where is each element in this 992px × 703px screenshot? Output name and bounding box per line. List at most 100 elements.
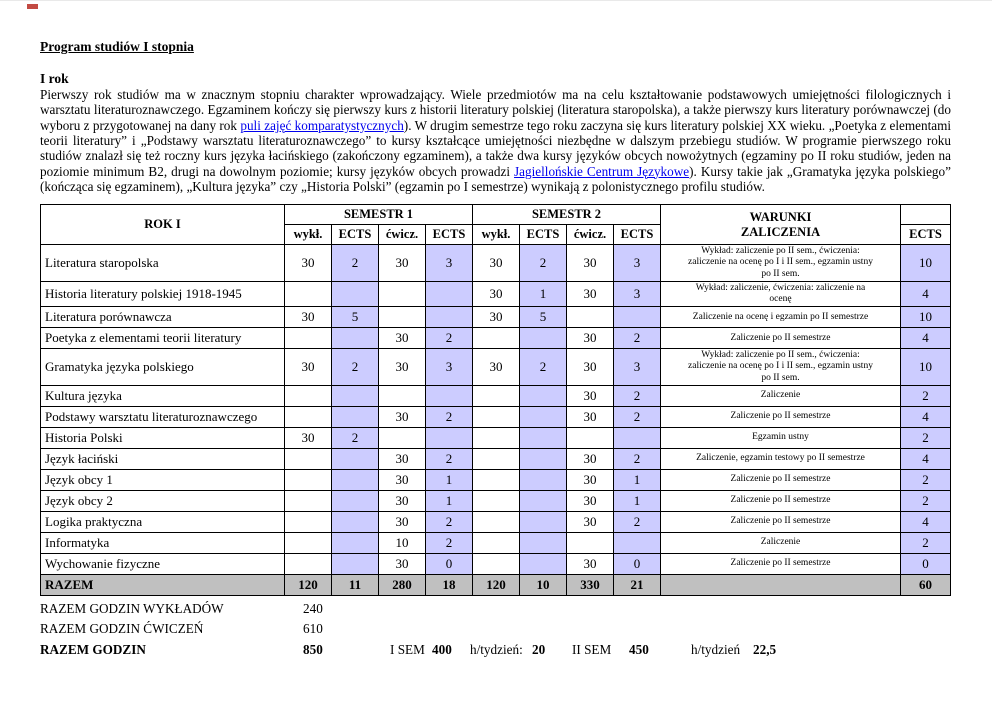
course-name-cell: Informatyka xyxy=(40,531,285,554)
ects-cell: 2 xyxy=(900,426,951,449)
ects-cell: 3 xyxy=(613,348,661,386)
ects-cell xyxy=(331,552,379,575)
ects-cell xyxy=(613,426,661,449)
hours-cell xyxy=(284,468,332,491)
hours-cell xyxy=(284,489,332,512)
course-name-cell: Literatura staropolska xyxy=(40,244,285,282)
hours-cell: 30 xyxy=(472,306,520,329)
col-header-rok-i: ROK I xyxy=(40,204,285,246)
ects-cell: 2 xyxy=(425,510,473,533)
ects-cell: 10 xyxy=(900,348,951,386)
course-row: Historia Polski 30 2 Egzamin ustny 2 xyxy=(40,426,951,449)
ects-cell: 2 xyxy=(425,447,473,470)
course-name-cell: Poetyka z elementami teorii literatury xyxy=(40,327,285,350)
ects-cell xyxy=(519,405,567,428)
col-header-wykl-sem1: wykł. xyxy=(284,224,332,246)
hours-cell: 30 xyxy=(566,280,614,308)
hours-cell: 30 xyxy=(284,348,332,386)
ects-cell: 1 xyxy=(613,468,661,491)
hours-cell: 30 xyxy=(566,468,614,491)
inline-link[interactable]: puli zajęć komparatystycznych xyxy=(240,117,404,133)
conditions-cell: Zaliczenie xyxy=(660,384,901,407)
ects-cell xyxy=(613,531,661,554)
col-header-semestr-2: SEMESTR 2 xyxy=(472,204,661,226)
ects-cell: 11 xyxy=(331,573,379,596)
sem2-label: II SEM xyxy=(572,641,612,657)
course-name-cell: Kultura języka xyxy=(40,384,285,407)
conditions-cell xyxy=(660,573,901,596)
ects-cell: 10 xyxy=(900,306,951,329)
ects-cell xyxy=(519,447,567,470)
hours-cell xyxy=(378,280,426,308)
course-name-cell: Literatura porównawcza xyxy=(40,306,285,329)
course-name-cell: Język obcy 2 xyxy=(40,489,285,512)
ects-cell xyxy=(331,489,379,512)
totals-label-cell: RAZEM xyxy=(40,573,285,596)
sem2-per-week-label: h/tydzień xyxy=(691,641,741,657)
conditions-cell: Zaliczenie po II semestrze xyxy=(660,468,901,491)
hours-cell xyxy=(284,552,332,575)
paragraph-segment: ). W drugim semestrze tego roku zaczyna … xyxy=(40,117,952,179)
course-name-cell: Podstawy warsztatu literaturoznawczego xyxy=(40,405,285,428)
ects-cell xyxy=(519,384,567,407)
ects-cell xyxy=(519,531,567,554)
hours-cell xyxy=(378,384,426,407)
conditions-cell: Zaliczenie po II semestrze xyxy=(660,552,901,575)
col-header-ects-cwicz-sem2: ECTS xyxy=(613,224,661,246)
hours-cell: 30 xyxy=(566,348,614,386)
hours-cell: 30 xyxy=(566,327,614,350)
ects-cell xyxy=(425,306,473,329)
sem2-per-week-value: 22,5 xyxy=(753,641,777,657)
ects-cell: 2 xyxy=(900,489,951,512)
sem1-label: I SEM xyxy=(390,641,425,657)
hours-cell: 30 xyxy=(566,552,614,575)
ects-cell xyxy=(519,552,567,575)
hours-cell xyxy=(566,531,614,554)
ects-cell: 3 xyxy=(425,348,473,386)
totals-row: RAZEM 120 11 280 18 120 10 330 21 60 xyxy=(40,573,951,596)
hours-cell: 330 xyxy=(566,573,614,596)
hours-cell xyxy=(472,405,520,428)
totals-exercises-value: 610 xyxy=(303,621,323,637)
hours-cell: 30 xyxy=(378,405,426,428)
page-title: Program studiów I stopnia xyxy=(40,39,194,54)
section-heading-year: I rok xyxy=(40,71,69,86)
hours-cell xyxy=(284,384,332,407)
hours-cell xyxy=(378,426,426,449)
hours-cell xyxy=(472,510,520,533)
course-row: Poetyka z elementami teorii literatury 30… xyxy=(40,327,951,350)
ects-cell: 18 xyxy=(425,573,473,596)
hours-cell: 30 xyxy=(378,489,426,512)
sem1-per-week-label: h/tydzień: xyxy=(470,641,523,657)
ects-cell: 2 xyxy=(519,348,567,386)
ects-cell: 2 xyxy=(425,327,473,350)
hours-cell: 10 xyxy=(378,531,426,554)
header-group-row: ROK I SEMESTR 1 SEMESTR 2 WARUNKI ZALICZ… xyxy=(40,204,951,246)
course-row: Literatura porównawcza 30 5 30 5 Zaliczenie n… xyxy=(40,306,951,329)
ects-cell: 2 xyxy=(900,531,951,554)
document-content: Program studiów I stopnia I rok Pierwszy… xyxy=(0,1,992,662)
ects-cell: 2 xyxy=(613,327,661,350)
totals-grand-value: 850 xyxy=(303,641,323,657)
course-row: Literatura staropolska 30 2 30 3 30 2 30 3 Wykład… xyxy=(40,244,951,282)
col-header-cwicz-sem1: ćwicz. xyxy=(378,224,426,246)
sem1-per-week-value: 20 xyxy=(532,641,546,657)
ects-cell: 2 xyxy=(425,531,473,554)
conditions-cell: Egzamin ustny xyxy=(660,426,901,449)
totals-grand-line: RAZEM GODZIN 850 I SEM 400 h/tydzień: 20… xyxy=(40,642,951,663)
course-name-cell: Język obcy 1 xyxy=(40,468,285,491)
col-header-semestr-1: SEMESTR 1 xyxy=(284,204,473,226)
col-header-warunki-zaliczenia: WARUNKI ZALICZENIA xyxy=(660,204,901,246)
totals-section: RAZEM GODZIN WYKŁADÓW 240 RAZEM GODZIN Ć… xyxy=(40,601,951,663)
course-name-cell: Historia Polski xyxy=(40,426,285,449)
ects-cell: 5 xyxy=(331,306,379,329)
hours-cell xyxy=(284,280,332,308)
ects-cell xyxy=(331,280,379,308)
ects-cell xyxy=(519,327,567,350)
inline-link[interactable]: Jagiellońskie Centrum Językowe xyxy=(514,163,690,179)
ects-cell: 1 xyxy=(425,468,473,491)
hours-cell xyxy=(284,531,332,554)
ects-cell xyxy=(519,489,567,512)
hours-cell: 30 xyxy=(378,447,426,470)
